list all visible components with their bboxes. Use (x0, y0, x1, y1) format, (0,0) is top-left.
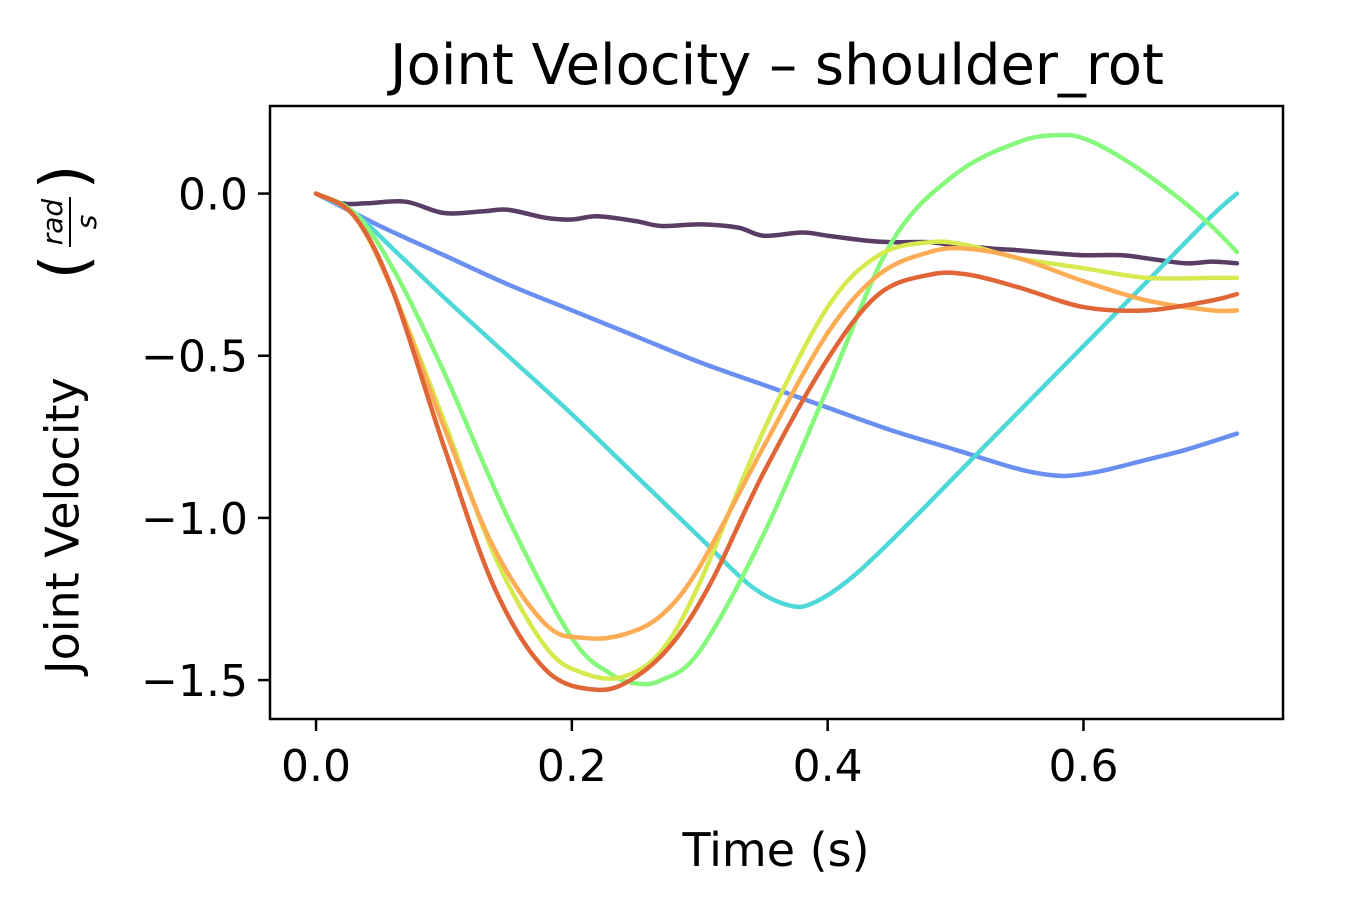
series-layer (313, 132, 1240, 693)
line-series-6 (313, 191, 1240, 641)
line-series-3 (313, 191, 1240, 610)
y-tick-label: 0.0 (178, 170, 248, 221)
y-axis-unit-close-paren: ) (28, 165, 102, 190)
y-axis-ticks: 0.0 −0.5 −1.0 −1.5 (141, 170, 270, 707)
chart-title: Joint Velocity – shoulder_rot (387, 33, 1164, 98)
line-series-5 (313, 191, 1240, 682)
y-tick-label: −1.0 (141, 494, 248, 545)
line-series-1 (313, 191, 1240, 266)
plot-area-frame (268, 104, 1285, 721)
x-tick-label: 0.0 (281, 741, 351, 792)
y-tick-label: −1.5 (141, 656, 248, 707)
line-series-2 (313, 191, 1240, 479)
line-series-4 (313, 132, 1240, 687)
y-tick-label: −0.5 (141, 332, 248, 383)
y-axis-unit-numerator: rad (36, 199, 69, 246)
y-axis-label: Joint Velocity ( rad s ) (28, 165, 103, 677)
x-tick-label: 0.6 (1048, 741, 1118, 792)
y-axis-label-text: Joint Velocity (36, 377, 90, 677)
x-axis-ticks: 0.0 0.2 0.4 0.6 (281, 719, 1118, 792)
y-axis-unit-open-paren: ( (28, 255, 102, 280)
x-tick-label: 0.2 (537, 741, 607, 792)
line-series-7 (313, 191, 1240, 693)
y-axis-unit-denominator: s (70, 215, 103, 230)
x-tick-label: 0.4 (793, 741, 863, 792)
x-axis-label: Time (s) (681, 823, 869, 877)
